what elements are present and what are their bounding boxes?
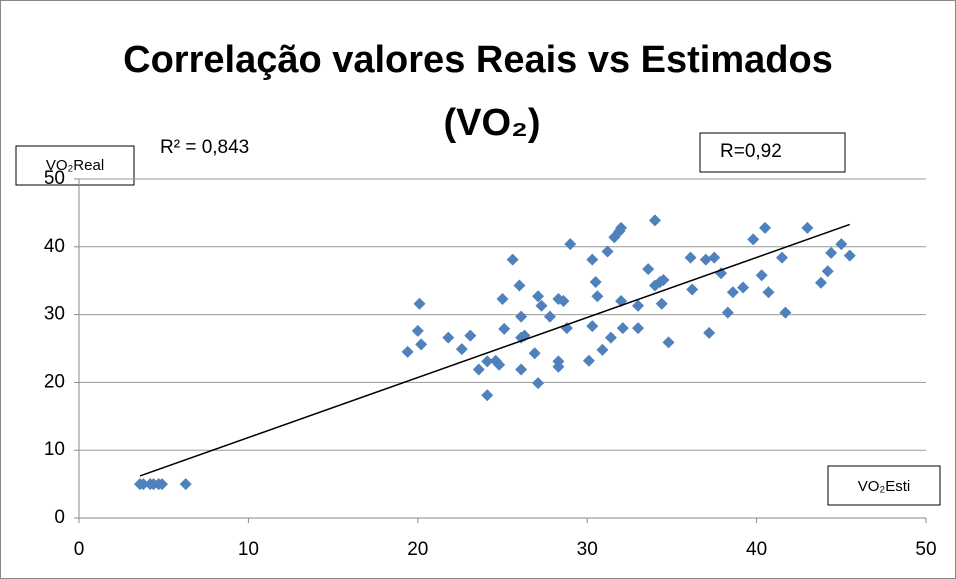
point (596, 343, 609, 356)
point (496, 293, 509, 306)
point (515, 363, 528, 376)
point (632, 299, 645, 312)
point (686, 283, 699, 296)
point (493, 358, 506, 371)
point (776, 251, 789, 264)
point (137, 478, 150, 491)
point (156, 478, 169, 491)
x-tick-label: 20 (407, 539, 428, 560)
point (401, 345, 414, 358)
point (699, 253, 712, 266)
point (655, 297, 668, 310)
x-tick-label: 40 (746, 539, 767, 560)
point (759, 221, 772, 234)
point (464, 329, 477, 342)
point (532, 377, 545, 390)
point (543, 310, 556, 323)
point (498, 322, 511, 335)
point (779, 306, 792, 319)
annotation: R² = 0,843 (160, 137, 249, 158)
point (632, 322, 645, 335)
y-tick-label: 0 (54, 507, 65, 528)
point (814, 276, 827, 289)
y-tick-label: 20 (44, 371, 65, 392)
point (528, 347, 541, 360)
x-tick-label: 0 (74, 539, 85, 560)
point (515, 310, 528, 323)
chart-title: (VO₂) (443, 102, 540, 144)
point (755, 269, 768, 282)
point (835, 238, 848, 251)
point (747, 233, 760, 246)
point (616, 322, 629, 335)
point (601, 245, 614, 258)
point (715, 267, 728, 280)
point (662, 336, 675, 349)
point (472, 363, 485, 376)
annotation-box (699, 132, 846, 173)
point (532, 290, 545, 303)
point (604, 331, 617, 344)
point (843, 249, 856, 262)
point (821, 265, 834, 278)
x-tick-label: 30 (577, 539, 598, 560)
point (415, 338, 428, 351)
point (513, 279, 526, 292)
point (586, 320, 599, 333)
point (801, 221, 814, 234)
point (726, 286, 739, 299)
point (648, 214, 661, 227)
y-tick-label: 40 (44, 236, 65, 257)
point (642, 263, 655, 276)
point (442, 331, 455, 344)
trendline (139, 223, 851, 477)
point (825, 246, 838, 259)
point (582, 354, 595, 367)
point (708, 251, 721, 264)
x-tick-label: 10 (238, 539, 259, 560)
point (657, 274, 670, 287)
point (413, 297, 426, 310)
point (737, 281, 750, 294)
point (703, 326, 716, 339)
y-tick-label: 50 (44, 168, 65, 189)
point (535, 299, 548, 312)
point (411, 324, 424, 337)
point (721, 306, 734, 319)
point (586, 253, 599, 266)
y-tick-label: 10 (44, 439, 65, 460)
point (552, 360, 565, 373)
y-axis-label: VO₂Real (46, 157, 104, 174)
point (762, 286, 775, 299)
annotation: R=0,92 (720, 141, 782, 162)
point (684, 251, 697, 264)
y-tick-label: 30 (44, 304, 65, 325)
point (615, 221, 628, 234)
point (589, 276, 602, 289)
point (557, 295, 570, 308)
chart-title: Correlação valores Reais vs Estimados (123, 39, 833, 81)
x-label-box (827, 465, 941, 506)
x-tick-label: 50 (915, 539, 936, 560)
point (564, 238, 577, 251)
point (481, 389, 494, 402)
point (455, 343, 468, 356)
point (506, 253, 519, 266)
point (591, 290, 604, 303)
point (481, 355, 494, 368)
x-axis-label: VO₂Esti (858, 478, 911, 495)
point (179, 478, 192, 491)
